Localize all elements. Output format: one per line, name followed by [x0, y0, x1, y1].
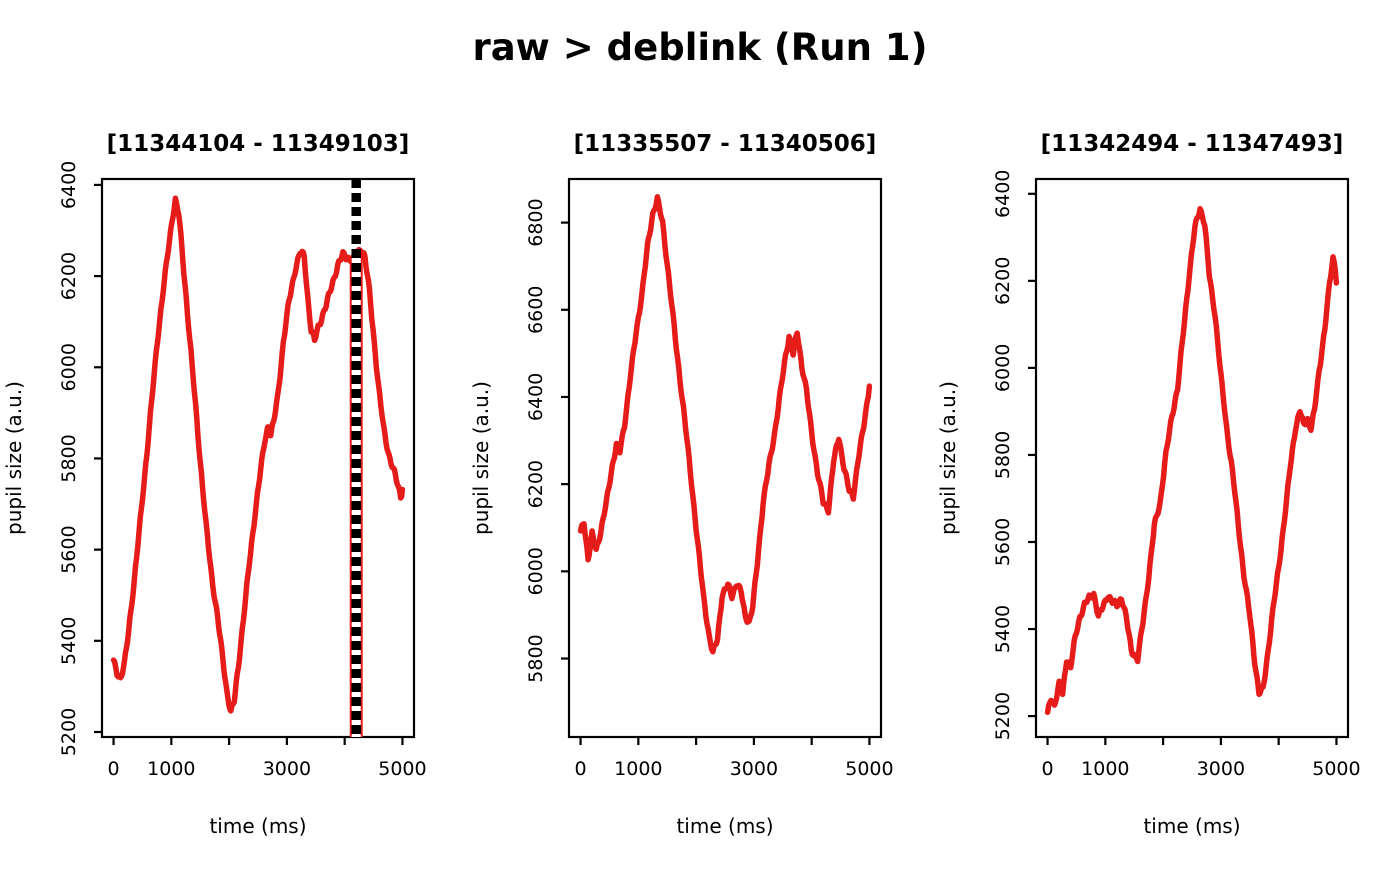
- panels-row: [11344104 - 11349103] 5200 5400 5600 5800 600…: [0, 111, 1400, 851]
- panel-title: [11344104 - 11349103]: [107, 131, 410, 157]
- y-tick-label: 5800: [58, 434, 80, 482]
- y-tick-label: 6000: [525, 547, 547, 595]
- panel-1: [11344104 - 11349103] 5200 5400 5600 5800 600…: [0, 111, 466, 851]
- panel-2-plot: [11335507 - 11340506] 5800 6000 6200 6400 660…: [469, 131, 894, 838]
- x-axis-title: time (ms): [1143, 814, 1240, 838]
- y-tick-label: 5200: [992, 692, 1014, 740]
- pupil-trace: [1044, 205, 1340, 716]
- y-tick-label: 5800: [992, 431, 1014, 479]
- x-tick-label: 1000: [147, 758, 195, 780]
- x-tick-label: 0: [575, 758, 587, 780]
- x-tick-label: 3000: [1197, 758, 1245, 780]
- panel-2: [11335507 - 11340506] 5800 6000 6200 6400 660…: [467, 111, 933, 851]
- x-tick-label: 3000: [263, 758, 311, 780]
- y-tick-label: 6600: [525, 286, 547, 334]
- x-tick-label: 0: [1042, 758, 1054, 780]
- y-tick-label: 5400: [58, 617, 80, 665]
- panel-title: [11342494 - 11347493]: [1041, 131, 1344, 157]
- y-tick-label: 6200: [525, 460, 547, 508]
- main-title: raw > deblink (Run 1): [472, 26, 928, 69]
- y-axis-title: pupil size (a.u.): [469, 381, 493, 535]
- x-tick-label: 5000: [845, 758, 893, 780]
- y-tick-label: 6800: [525, 198, 547, 246]
- y-tick-label: 6200: [58, 252, 80, 300]
- x-tick-label: 5000: [378, 758, 426, 780]
- panel-title: [11335507 - 11340506]: [574, 131, 877, 157]
- plot-box: [567, 177, 883, 739]
- y-tick-label: 5600: [992, 518, 1014, 566]
- panel-1-plot: [11344104 - 11349103] 5200 5400 5600 5800 600…: [2, 131, 427, 838]
- x-tick-label: 3000: [730, 758, 778, 780]
- y-tick-label: 5800: [525, 634, 547, 682]
- y-tick-label: 6400: [525, 373, 547, 421]
- y-tick-label: 6000: [992, 344, 1014, 392]
- y-tick-label: 5200: [58, 708, 80, 756]
- y-axis-title: pupil size (a.u.): [936, 381, 960, 535]
- x-tick-label: 0: [108, 758, 120, 780]
- y-tick-label: 6400: [58, 161, 80, 209]
- panel-3: [11342494 - 11347493] 5200 5400 5600 5800 600…: [934, 111, 1400, 851]
- x-tick-label: 1000: [614, 758, 662, 780]
- y-tick-label: 5600: [58, 525, 80, 573]
- x-axis-title: time (ms): [676, 814, 773, 838]
- x-tick-label: 1000: [1081, 758, 1129, 780]
- y-tick-label: 5400: [992, 605, 1014, 653]
- pupil-trace: [577, 194, 873, 655]
- y-tick-label: 6200: [992, 257, 1014, 305]
- x-tick-label: 5000: [1312, 758, 1360, 780]
- panel-3-plot: [11342494 - 11347493] 5200 5400 5600 5800 600…: [936, 131, 1361, 838]
- x-axis-title: time (ms): [209, 814, 306, 838]
- y-tick-label: 6400: [992, 170, 1014, 218]
- y-tick-label: 6000: [58, 343, 80, 391]
- y-axis-title: pupil size (a.u.): [2, 381, 26, 535]
- plot-box: [1034, 177, 1350, 739]
